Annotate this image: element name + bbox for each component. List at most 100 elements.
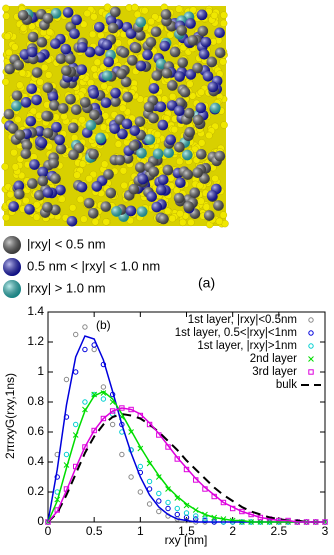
water-atom xyxy=(133,10,142,19)
data-point xyxy=(54,474,60,480)
legend-marker xyxy=(308,317,314,323)
ion-shade xyxy=(37,175,49,187)
ion-shade xyxy=(84,46,96,58)
fit-line xyxy=(47,390,325,523)
ion-shade xyxy=(182,169,194,180)
ion-shade xyxy=(48,157,60,169)
ion-shade xyxy=(61,65,72,76)
water-atom xyxy=(90,65,98,73)
water-atom xyxy=(163,207,172,215)
ion-shade xyxy=(116,68,127,80)
ion-shade xyxy=(94,21,105,33)
water-atom xyxy=(179,43,188,52)
ion-shade xyxy=(187,35,199,46)
ion-shade xyxy=(151,201,163,213)
water-atom xyxy=(6,190,15,199)
ion-shade xyxy=(135,30,146,41)
ion-shade xyxy=(192,167,203,178)
water-atom xyxy=(16,81,24,89)
water-atom xyxy=(19,24,28,32)
water-atom xyxy=(10,148,18,157)
ion-shade xyxy=(159,40,171,52)
legend-marker xyxy=(308,369,314,375)
data-point xyxy=(174,495,181,501)
legend-marker xyxy=(308,343,314,349)
ion-shade xyxy=(20,97,32,108)
data-point xyxy=(100,396,107,402)
ion-shade xyxy=(4,63,16,75)
data-point xyxy=(63,376,70,383)
water-atom xyxy=(119,167,128,175)
water-atom xyxy=(97,31,105,40)
ion-shade xyxy=(11,90,23,101)
water-atom xyxy=(189,6,197,14)
data-point xyxy=(82,346,88,353)
data-point xyxy=(137,489,144,495)
x-tick-label: 2 xyxy=(229,524,236,538)
ion-shade xyxy=(142,49,153,61)
ion-shade xyxy=(36,137,48,149)
ion-shade xyxy=(148,166,160,178)
ion-shade xyxy=(65,53,76,65)
ion-shade xyxy=(83,197,95,209)
ion-shade xyxy=(155,101,167,113)
water-atom xyxy=(80,20,88,28)
ion-shade xyxy=(122,153,134,164)
legend-sphere-shade xyxy=(3,280,21,298)
ion-shade xyxy=(7,123,19,134)
water-atom xyxy=(198,139,206,147)
water-atom xyxy=(46,28,54,36)
ion-shade xyxy=(148,112,159,124)
ion-shade xyxy=(176,25,188,36)
water-atom xyxy=(187,218,195,227)
water-atom xyxy=(93,58,102,67)
ion-shade xyxy=(192,114,204,126)
ion-shade xyxy=(122,91,134,103)
ion-shade xyxy=(110,6,121,18)
ion-shade xyxy=(50,173,61,184)
ion-shade xyxy=(169,46,181,58)
data-point xyxy=(82,444,88,450)
data-point xyxy=(174,511,180,518)
ion-shade xyxy=(103,56,114,68)
ion-shade xyxy=(189,187,201,199)
water-atom xyxy=(210,11,219,20)
ion-shade xyxy=(49,100,60,111)
ion-shade xyxy=(57,103,69,114)
water-atom xyxy=(220,11,228,19)
ion-shade xyxy=(161,67,173,79)
ion-shade xyxy=(100,201,112,212)
ion-shade xyxy=(197,25,209,37)
water-atom xyxy=(99,123,108,131)
y-tick-label: 0.2 xyxy=(27,484,44,498)
water-atom xyxy=(219,58,227,66)
ion-shade xyxy=(175,97,186,109)
ion-shade xyxy=(29,159,40,170)
fit-line xyxy=(47,407,325,523)
data-point xyxy=(174,505,180,512)
ion-shade xyxy=(185,18,196,29)
water-atom xyxy=(170,125,179,134)
ion-shade xyxy=(101,39,113,51)
ion-shade xyxy=(88,88,100,99)
ion-shade xyxy=(206,190,218,201)
water-atom xyxy=(160,95,169,103)
ion-shade xyxy=(109,123,120,134)
ion-shade xyxy=(25,115,37,127)
ion-shade xyxy=(101,70,113,81)
water-atom xyxy=(52,113,60,121)
water-atom xyxy=(179,218,187,227)
x-tick-label: 3 xyxy=(322,524,329,538)
water-atom xyxy=(68,204,77,212)
data-point xyxy=(193,513,199,519)
legend-label: 1st layer, |rxy|<0.5nm xyxy=(188,314,297,326)
ion-shade xyxy=(118,47,130,58)
data-point xyxy=(220,499,227,506)
ion-shade xyxy=(13,180,25,192)
data-point xyxy=(165,505,171,512)
y-tick-label: 0.6 xyxy=(27,424,44,438)
water-atom xyxy=(101,112,110,120)
water-atom xyxy=(175,5,183,13)
data-point xyxy=(193,516,199,522)
water-atom xyxy=(91,218,100,226)
